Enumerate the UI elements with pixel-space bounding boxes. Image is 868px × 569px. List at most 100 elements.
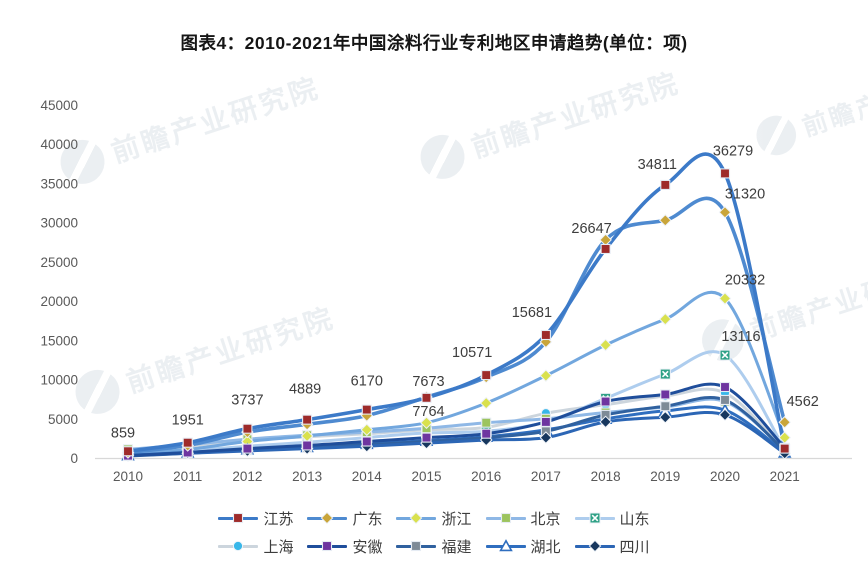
legend-item-北京: 北京 [485,508,561,529]
data-label: 13116 [721,329,760,345]
data-label: 7764 [412,404,444,420]
legend-label: 浙江 [441,510,472,528]
legend-marker-circle-icon [218,539,259,553]
series-marker [718,408,732,422]
legend-item-江苏: 江苏 [218,508,293,529]
series-marker [718,206,732,219]
series-marker [718,292,732,305]
series-marker [242,443,253,454]
series-marker [498,539,513,552]
series-marker [481,428,492,439]
series-marker [539,369,553,382]
series-marker [600,243,611,255]
legend-label: 福建 [441,538,472,556]
x-axis-tick-label: 2012 [232,469,262,484]
y-axis-tick-label: 40000 [40,137,78,152]
series-marker [233,512,244,524]
series-marker [658,312,672,326]
x-axis-tick-label: 2021 [770,469,800,484]
series-marker [778,415,792,429]
y-axis-tick-label: 45000 [40,98,78,113]
data-label: 7673 [412,374,444,390]
series-marker [600,396,611,407]
x-axis-tick-label: 2017 [531,469,561,484]
series-marker [481,417,492,428]
legend-label: 上海 [263,538,294,556]
x-axis-tick-label: 2015 [411,469,441,484]
data-label: 3737 [231,393,263,409]
chart-title: 图表4：2010-2021年中国涂料行业专利地区申请趋势(单位：项) [180,33,688,53]
series-marker [360,423,374,437]
data-label: 10571 [452,345,492,361]
series-marker [321,511,334,525]
line-chart: 0 5000 10000 15000 20000 25000 30000 35000 40000… [40,98,852,484]
data-label: 6170 [351,374,383,390]
series-marker [658,410,672,424]
data-label: 31320 [725,186,765,202]
series-marker [481,370,492,381]
series-line-江苏 [126,152,787,454]
x-axis-tick-label: 2019 [650,469,680,484]
series-marker [410,511,423,525]
data-label: 4889 [289,382,321,398]
series-marker-x [591,514,598,522]
legend-item-湖北: 湖北 [485,536,561,557]
x-axis-tick-label: 2018 [591,469,621,484]
x-axis-tick-label: 2020 [710,469,740,484]
series-marker [182,437,193,448]
data-label: 15681 [512,305,552,321]
series-marker [599,415,612,429]
series-marker [361,404,372,415]
series-marker-x [721,351,729,359]
series-marker [411,540,422,552]
series-marker [500,512,511,524]
legend-label: 江苏 [263,510,294,528]
legend-item-山东: 山东 [574,508,650,529]
x-axis-tick-label: 2014 [352,469,383,484]
legend-marker-square-icon [218,511,259,525]
y-axis-tick-label: 30000 [40,216,78,231]
series-marker [660,179,671,190]
legend-label: 安徽 [352,538,383,556]
series-marker [539,431,553,444]
series-marker [588,539,601,553]
legend-item-浙江: 浙江 [396,508,472,529]
legend-row: 上海 安徽 福建 湖北 四川 [0,532,868,560]
series-markers-广东 [121,206,792,459]
legend-item-广东: 广东 [307,508,382,529]
data-label: 34811 [638,157,677,173]
series-marker [322,540,333,552]
y-axis-tick-label: 5000 [48,412,78,427]
data-label: 20332 [725,273,765,289]
legend-row: 江苏 广东 浙江 北京 山东 [0,504,868,532]
legend-label: 山东 [619,510,650,528]
series-marker [660,389,671,400]
x-axis-tick-label: 2016 [471,469,501,484]
x-axis-tick-label: 2011 [173,469,202,484]
series-marker [540,416,551,427]
series-marker [779,443,790,454]
legend-marker-square-icon [396,539,437,553]
y-axis-tick-label: 35000 [40,176,78,191]
series-marker [122,446,134,457]
x-axis-tick-label: 2010 [113,469,143,484]
legend-label: 广东 [352,510,383,528]
legend-item-安徽: 安徽 [307,536,382,557]
series-marker [242,423,253,434]
data-label: 26647 [571,221,611,237]
y-axis-tick-label: 20000 [40,294,78,309]
legend-marker-xsquare-icon [574,511,615,525]
legend-marker-square-icon [307,539,348,553]
y-axis-tick-label: 0 [70,451,78,466]
series-marker [233,540,244,552]
data-label: 1951 [172,413,204,429]
series-marker-x [661,370,669,378]
series-marker [660,401,671,412]
series-marker [302,440,313,451]
x-axis-tick-label: 2013 [292,469,322,484]
legend-label: 湖北 [530,538,561,556]
data-label: 4562 [787,394,819,410]
legend-marker-square-icon [485,511,526,525]
legend-marker-diamond-icon [307,511,348,525]
